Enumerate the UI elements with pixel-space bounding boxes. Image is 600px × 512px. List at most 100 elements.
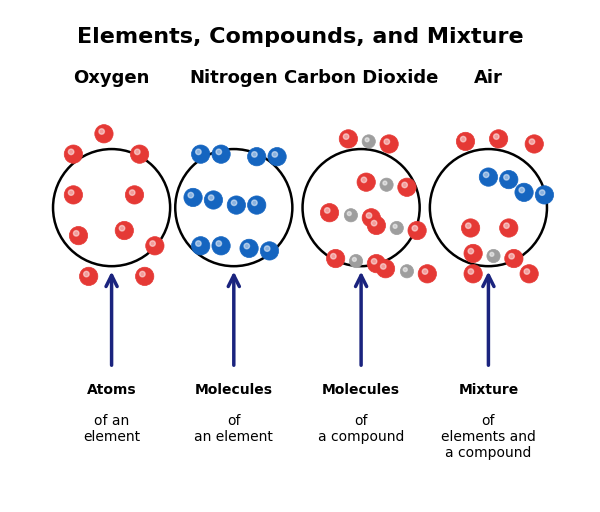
- Circle shape: [457, 132, 475, 151]
- Circle shape: [272, 152, 278, 157]
- Circle shape: [468, 269, 473, 274]
- Circle shape: [504, 175, 509, 180]
- Circle shape: [529, 139, 535, 144]
- Circle shape: [331, 253, 336, 259]
- Circle shape: [500, 219, 518, 237]
- Circle shape: [212, 237, 230, 255]
- Circle shape: [184, 188, 202, 207]
- Text: of
elements and
a compound: of elements and a compound: [441, 414, 536, 460]
- Circle shape: [468, 248, 473, 254]
- Circle shape: [344, 209, 358, 222]
- Circle shape: [460, 136, 466, 142]
- Circle shape: [240, 239, 258, 258]
- Circle shape: [191, 237, 210, 255]
- Circle shape: [99, 129, 104, 134]
- Circle shape: [365, 138, 369, 142]
- Text: Carbon Dioxide: Carbon Dioxide: [284, 69, 438, 87]
- Circle shape: [191, 145, 210, 163]
- Text: Nitrogen: Nitrogen: [190, 69, 278, 87]
- Circle shape: [520, 265, 538, 283]
- Circle shape: [402, 182, 407, 188]
- Circle shape: [347, 211, 351, 216]
- Circle shape: [371, 259, 377, 264]
- Circle shape: [73, 230, 79, 236]
- Circle shape: [400, 265, 413, 278]
- Circle shape: [539, 190, 545, 196]
- Circle shape: [504, 223, 509, 228]
- Circle shape: [136, 267, 154, 286]
- Circle shape: [380, 135, 398, 153]
- Circle shape: [68, 149, 74, 155]
- Circle shape: [367, 254, 386, 273]
- Text: of
a compound: of a compound: [318, 414, 404, 444]
- Circle shape: [464, 244, 482, 263]
- Circle shape: [125, 186, 143, 204]
- Circle shape: [140, 271, 145, 277]
- Circle shape: [260, 242, 278, 260]
- Circle shape: [384, 139, 389, 144]
- Circle shape: [509, 253, 514, 259]
- Circle shape: [398, 178, 416, 197]
- Circle shape: [403, 268, 407, 271]
- Text: Oxygen: Oxygen: [73, 69, 150, 87]
- Circle shape: [70, 226, 88, 245]
- Circle shape: [418, 265, 436, 283]
- Circle shape: [68, 190, 74, 196]
- Circle shape: [216, 149, 221, 155]
- Circle shape: [383, 181, 387, 185]
- Circle shape: [479, 168, 497, 186]
- Circle shape: [146, 237, 164, 255]
- Circle shape: [188, 193, 194, 198]
- Circle shape: [349, 254, 362, 268]
- Circle shape: [464, 265, 482, 283]
- Circle shape: [150, 241, 155, 246]
- Circle shape: [525, 135, 544, 153]
- Circle shape: [244, 243, 250, 249]
- Circle shape: [367, 216, 386, 234]
- Circle shape: [326, 249, 345, 268]
- Circle shape: [119, 225, 125, 231]
- Circle shape: [362, 209, 380, 227]
- Circle shape: [494, 134, 499, 139]
- Circle shape: [393, 224, 397, 228]
- Circle shape: [390, 221, 403, 234]
- Circle shape: [490, 130, 508, 148]
- Circle shape: [461, 219, 480, 237]
- Circle shape: [380, 178, 393, 191]
- Text: Air: Air: [474, 69, 503, 87]
- Circle shape: [265, 246, 270, 251]
- Circle shape: [357, 173, 376, 191]
- Circle shape: [95, 124, 113, 143]
- Circle shape: [343, 134, 349, 139]
- Circle shape: [366, 213, 372, 218]
- Circle shape: [64, 186, 83, 204]
- Circle shape: [196, 241, 201, 246]
- Circle shape: [339, 130, 358, 148]
- Circle shape: [251, 200, 257, 205]
- Circle shape: [204, 191, 223, 209]
- Text: of an
element: of an element: [83, 414, 140, 444]
- Circle shape: [208, 195, 214, 200]
- Circle shape: [412, 225, 418, 231]
- Circle shape: [500, 170, 518, 189]
- Circle shape: [212, 145, 230, 163]
- Circle shape: [325, 208, 330, 213]
- Circle shape: [362, 135, 376, 148]
- Circle shape: [83, 271, 89, 277]
- Circle shape: [505, 249, 523, 268]
- Circle shape: [134, 149, 140, 155]
- Circle shape: [380, 264, 386, 269]
- Text: Mixture: Mixture: [458, 383, 518, 397]
- Circle shape: [376, 260, 395, 278]
- Text: Atoms: Atoms: [87, 383, 136, 397]
- Circle shape: [422, 269, 428, 274]
- Circle shape: [371, 220, 377, 226]
- Circle shape: [268, 147, 286, 166]
- Circle shape: [487, 249, 500, 263]
- Circle shape: [130, 145, 149, 163]
- Circle shape: [115, 221, 133, 240]
- Circle shape: [519, 187, 524, 193]
- Circle shape: [232, 200, 237, 205]
- Circle shape: [515, 183, 533, 202]
- Circle shape: [80, 267, 98, 286]
